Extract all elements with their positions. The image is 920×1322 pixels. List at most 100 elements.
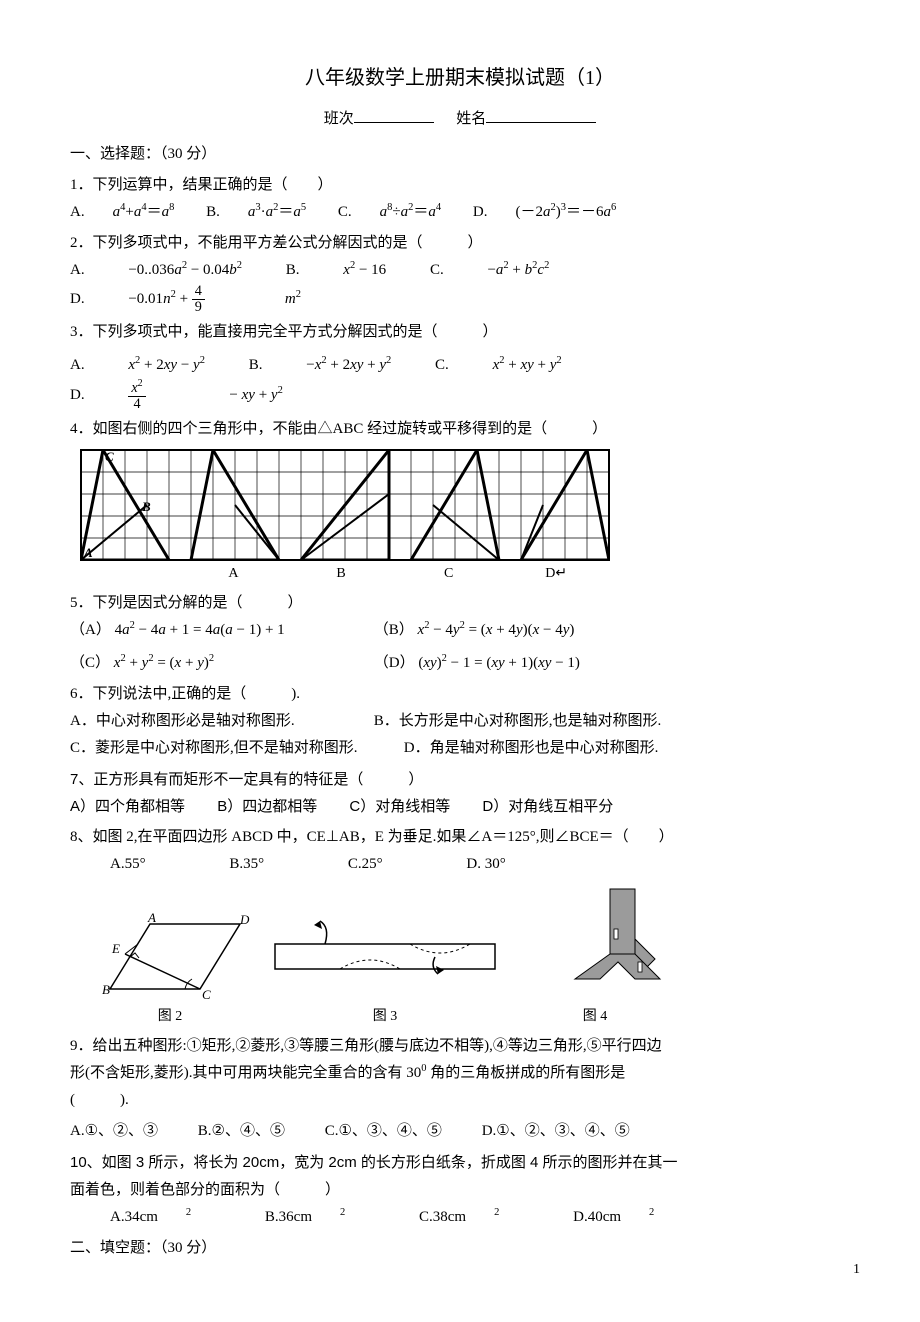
q4-label-b: B (287, 561, 395, 586)
q2-opt-c: C. −a2 + b2c2 (430, 257, 549, 284)
q4-figure: C B A A B C D↵ (80, 449, 850, 586)
svg-text:C: C (105, 449, 114, 464)
question-1: 1．下列运算中，结果正确的是（ ） A.a4+a4＝a8 B.a3·a2＝a5 … (70, 172, 850, 226)
q4-grid-svg: C B A (80, 449, 610, 561)
svg-text:E: E (111, 941, 120, 956)
q4-label-c: C (395, 561, 503, 586)
question-9: 9．给出五种图形:①矩形,②菱形,③等腰三角形(腰与底边不相等),④等边三角形,… (70, 1033, 850, 1145)
fig3-caption: 图 3 (270, 1004, 500, 1029)
q3-opt-a: A. x2 + 2xy − y2 (70, 352, 205, 379)
q8-figures: A D B C E 图 2 图 3 (90, 884, 850, 1029)
svg-text:C: C (202, 987, 211, 1002)
q2-opt-a: A. −0..036a2 − 0.04b2 (70, 257, 242, 284)
class-label: 班次 (324, 111, 354, 127)
q5-opt-a: （A） 4a2 − 4a + 1 = 4a(a − 1) + 1 (70, 617, 370, 644)
figure-3: 图 3 (270, 909, 500, 1029)
q5-stem: 5．下列是因式分解的是（ ） (70, 590, 850, 617)
q10-opt-d: D.40cm2 (573, 1204, 654, 1231)
header-blanks: 班次 姓名 (70, 106, 850, 133)
q4-label-a: A (180, 561, 288, 586)
q10-options: A.34cm2 B.36cm2 C.38cm2 D.40cm2 (110, 1204, 850, 1231)
q2-stem: 2．下列多项式中，不能用平方差公式分解因式的是（ ） (70, 230, 850, 257)
q1-opt-a: A.a4+a4＝a8 (70, 199, 174, 226)
class-blank[interactable] (354, 107, 434, 123)
svg-text:D: D (239, 912, 250, 927)
q3-opt-c: C. x2 + xy + y2 (435, 352, 562, 379)
q7-stem: 7、正方形具有而矩形不一定具有的特征是（ ） (70, 766, 850, 793)
question-3: 3．下列多项式中，能直接用完全平方式分解因式的是（ ） A. x2 + 2xy … (70, 319, 850, 412)
figure-4: 图 4 (520, 884, 670, 1029)
question-10: 10、如图 3 所示，将长为 20cm，宽为 2cm 的长方形白纸条，折成图 4… (70, 1149, 850, 1231)
q1-opt-c: C.a8÷a2＝a4 (338, 199, 441, 226)
q4-stem: 4．如图右侧的四个三角形中，不能由△ABC 经过旋转或平移得到的是（ ） (70, 416, 850, 443)
q7-opt-c: C）对角线相等 (349, 793, 450, 820)
q7-opt-a: A）四个角都相等 (70, 793, 185, 820)
svg-text:B: B (141, 499, 151, 514)
q8-opt-b: B.35° (229, 851, 264, 878)
q9-opt-a: A.①、②、③ (70, 1118, 158, 1145)
q3-opt-d: D. x24 − xy + y2 (70, 379, 283, 412)
q6-opt-c: C．菱形是中心对称图形,但不是轴对称图形. (70, 735, 400, 762)
section-2-heading: 二、填空题：（30 分） (70, 1235, 850, 1262)
question-6: 6．下列说法中,正确的是（ ). A．中心对称图形必是轴对称图形. B．长方形是… (70, 681, 850, 762)
q8-opt-d: D. 30° (466, 851, 505, 878)
fig2-caption: 图 2 (90, 1004, 250, 1029)
q2-opt-d: D. −0.01n2 + 49m2 (70, 284, 301, 315)
question-2: 2．下列多项式中，不能用平方差公式分解因式的是（ ） A. −0..036a2 … (70, 230, 850, 315)
q6-row2: C．菱形是中心对称图形,但不是轴对称图形. D．角是轴对称图形也是中心对称图形. (70, 735, 850, 762)
q1-stem: 1．下列运算中，结果正确的是（ ） (70, 172, 850, 199)
q4-label-d: D↵ (502, 561, 610, 586)
q8-opt-c: C.25° (348, 851, 383, 878)
svg-text:A: A (147, 910, 156, 925)
question-5: 5．下列是因式分解的是（ ） （A） 4a2 − 4a + 1 = 4a(a −… (70, 590, 850, 677)
fig4-caption: 图 4 (520, 1004, 670, 1029)
question-7: 7、正方形具有而矩形不一定具有的特征是（ ） A）四个角都相等 B）四边都相等 … (70, 766, 850, 820)
q7-options: A）四个角都相等 B）四边都相等 C）对角线相等 D）对角线互相平分 (70, 793, 850, 820)
q5-options-row2: （C） x2 + y2 = (x + y)2 （D） (xy)2 − 1 = (… (70, 650, 850, 677)
page-number: 1 (853, 1257, 860, 1282)
q9-options: A.①、②、③ B.②、④、⑤ C.①、③、④、⑤ D.①、②、③、④、⑤ (70, 1118, 850, 1145)
q10-opt-b: B.36cm2 (265, 1204, 345, 1231)
q7-opt-b: B）四边都相等 (217, 793, 317, 820)
q6-stem: 6．下列说法中,正确的是（ ). (70, 681, 850, 708)
q3-options: A. x2 + 2xy − y2 B. −x2 + 2xy + y2 C. x2… (70, 352, 850, 412)
q5-options-row1: （A） 4a2 − 4a + 1 = 4a(a − 1) + 1 （B） x2 … (70, 617, 850, 644)
q9-stem-line1: 9．给出五种图形:①矩形,②菱形,③等腰三角形(腰与底边不相等),④等边三角形,… (70, 1033, 850, 1060)
svg-text:A: A (83, 545, 93, 560)
q10-opt-c: C.38cm2 (419, 1204, 499, 1231)
section-1-heading: 一、选择题：（30 分） (70, 141, 850, 168)
q9-stem-line2: 形(不含矩形,菱形).其中可用两块能完全重合的含有 300 角的三角板拼成的所有… (70, 1060, 850, 1087)
name-blank[interactable] (486, 107, 596, 123)
q6-opt-a: A．中心对称图形必是轴对称图形. (70, 708, 370, 735)
q9-opt-d: D.①、②、③、④、⑤ (482, 1118, 630, 1145)
q6-opt-b: B．长方形是中心对称图形,也是轴对称图形. (374, 713, 662, 729)
q10-opt-a: A.34cm2 (110, 1204, 191, 1231)
q6-row1: A．中心对称图形必是轴对称图形. B．长方形是中心对称图形,也是轴对称图形. (70, 708, 850, 735)
q2-options: A. −0..036a2 − 0.04b2 B. x2 − 16 C. −a2 … (70, 257, 850, 315)
svg-text:B: B (102, 982, 110, 997)
q9-stem-line3: ( ). (70, 1087, 850, 1114)
q10-stem-line1: 10、如图 3 所示，将长为 20cm，宽为 2cm 的长方形白纸条，折成图 4… (70, 1149, 850, 1177)
q5-opt-c: （C） x2 + y2 = (x + y)2 (70, 650, 370, 677)
q3-stem: 3．下列多项式中，能直接用完全平方式分解因式的是（ ） (70, 319, 850, 346)
q1-opt-b: B.a3·a2＝a5 (206, 199, 306, 226)
q8-options: A.55° B.35° C.25° D. 30° (110, 851, 850, 878)
q6-opt-d: D．角是轴对称图形也是中心对称图形. (404, 740, 659, 756)
q5-opt-d: （D） (xy)2 − 1 = (xy + 1)(xy − 1) (374, 655, 580, 671)
q1-opt-d: D.(－2a2)3＝－6a6 (473, 199, 616, 226)
q10-stem-line2: 面着色，则着色部分的面积为（ ） (70, 1177, 850, 1204)
q3-opt-b: B. −x2 + 2xy + y2 (249, 352, 392, 379)
q7-opt-d: D）对角线互相平分 (482, 793, 613, 820)
question-4: 4．如图右侧的四个三角形中，不能由△ABC 经过旋转或平移得到的是（ ） (70, 416, 850, 586)
q8-stem: 8、如图 2,在平面四边形 ABCD 中，CE⊥AB，E 为垂足.如果∠A＝12… (70, 824, 850, 851)
q9-opt-b: B.②、④、⑤ (198, 1118, 285, 1145)
question-8: 8、如图 2,在平面四边形 ABCD 中，CE⊥AB，E 为垂足.如果∠A＝12… (70, 824, 850, 1029)
q8-opt-a: A.55° (110, 851, 146, 878)
q2-opt-b: B. x2 − 16 (286, 257, 386, 284)
q9-opt-c: C.①、③、④、⑤ (325, 1118, 442, 1145)
name-label: 姓名 (456, 111, 486, 127)
figure-2: A D B C E 图 2 (90, 909, 250, 1029)
page-title: 八年级数学上册期末模拟试题（1） (70, 60, 850, 96)
q1-options: A.a4+a4＝a8 B.a3·a2＝a5 C.a8÷a2＝a4 D.(－2a2… (70, 199, 850, 226)
q5-opt-b: （B） x2 − 4y2 = (x + 4y)(x − 4y) (374, 622, 575, 638)
